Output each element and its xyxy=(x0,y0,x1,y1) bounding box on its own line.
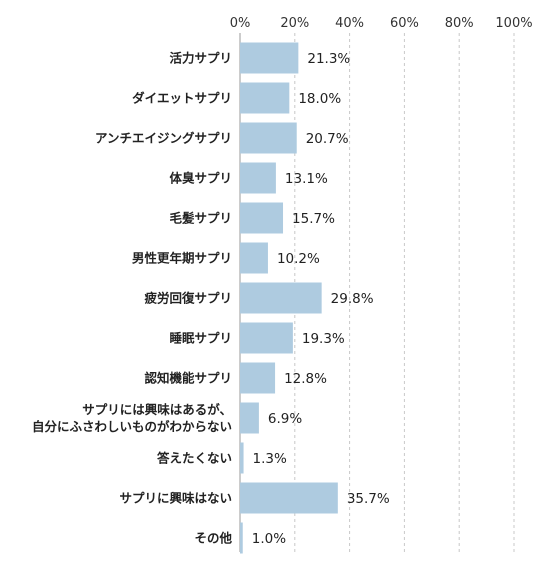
category-label: 男性更年期サプリ xyxy=(132,251,232,266)
category-label: 疲労回復サプリ xyxy=(144,291,232,306)
value-label: 21.3% xyxy=(307,51,350,67)
category-label: サプリに興味はない xyxy=(119,491,232,506)
value-label: 12.8% xyxy=(284,371,327,387)
bar xyxy=(240,402,259,434)
x-axis-tick-labels: 0% 20% 40% 60% 80% 100% xyxy=(230,16,533,31)
x-tick-label: 60% xyxy=(390,16,419,31)
category-label: 睡眠サプリ xyxy=(169,331,232,346)
bar xyxy=(240,482,338,514)
bars xyxy=(240,42,338,554)
category-label: 体臭サプリ xyxy=(169,171,232,186)
value-label: 35.7% xyxy=(347,491,390,507)
bar xyxy=(240,322,293,354)
value-label: 18.0% xyxy=(298,91,341,107)
bar xyxy=(240,122,297,154)
value-label: 6.9% xyxy=(268,411,302,427)
value-label: 1.3% xyxy=(253,451,287,467)
bar xyxy=(240,82,290,114)
value-label: 29.8% xyxy=(331,291,374,307)
category-label: 認知機能サプリ xyxy=(144,371,232,386)
category-labels: 活力サプリダイエットサプリアンチエイジングサプリ体臭サプリ毛髪サプリ男性更年期サ… xyxy=(32,51,233,546)
value-label: 1.0% xyxy=(252,531,286,547)
bar xyxy=(240,362,276,394)
value-label: 20.7% xyxy=(306,131,349,147)
category-label: 毛髪サプリ xyxy=(169,211,232,226)
x-tick-label: 80% xyxy=(445,16,474,31)
bar xyxy=(240,442,244,474)
category-label: 答えたくない xyxy=(157,451,232,466)
value-label: 13.1% xyxy=(285,171,328,187)
bar xyxy=(240,42,299,74)
category-label: サプリには興味はあるが、自分にふさわしいものがわからない xyxy=(32,402,232,434)
value-label: 19.3% xyxy=(302,331,345,347)
x-tick-label: 40% xyxy=(335,16,364,31)
bar xyxy=(240,282,322,314)
value-label: 15.7% xyxy=(292,211,335,227)
value-label: 10.2% xyxy=(277,251,320,267)
category-label: 活力サプリ xyxy=(169,51,232,66)
bar xyxy=(240,162,276,194)
category-label: その他 xyxy=(194,531,232,546)
category-label: ダイエットサプリ xyxy=(132,91,232,106)
category-label: アンチエイジングサプリ xyxy=(95,131,232,146)
value-labels: 21.3% 18.0% 20.7% 13.1% 15.7% 10.2% 29.8% 19.3%… xyxy=(252,51,390,547)
bar xyxy=(240,202,284,234)
x-tick-label: 100% xyxy=(495,16,532,31)
x-tick-label: 20% xyxy=(280,16,309,31)
x-tick-label: 0% xyxy=(230,16,251,31)
bar xyxy=(240,522,243,554)
bar xyxy=(240,242,268,274)
